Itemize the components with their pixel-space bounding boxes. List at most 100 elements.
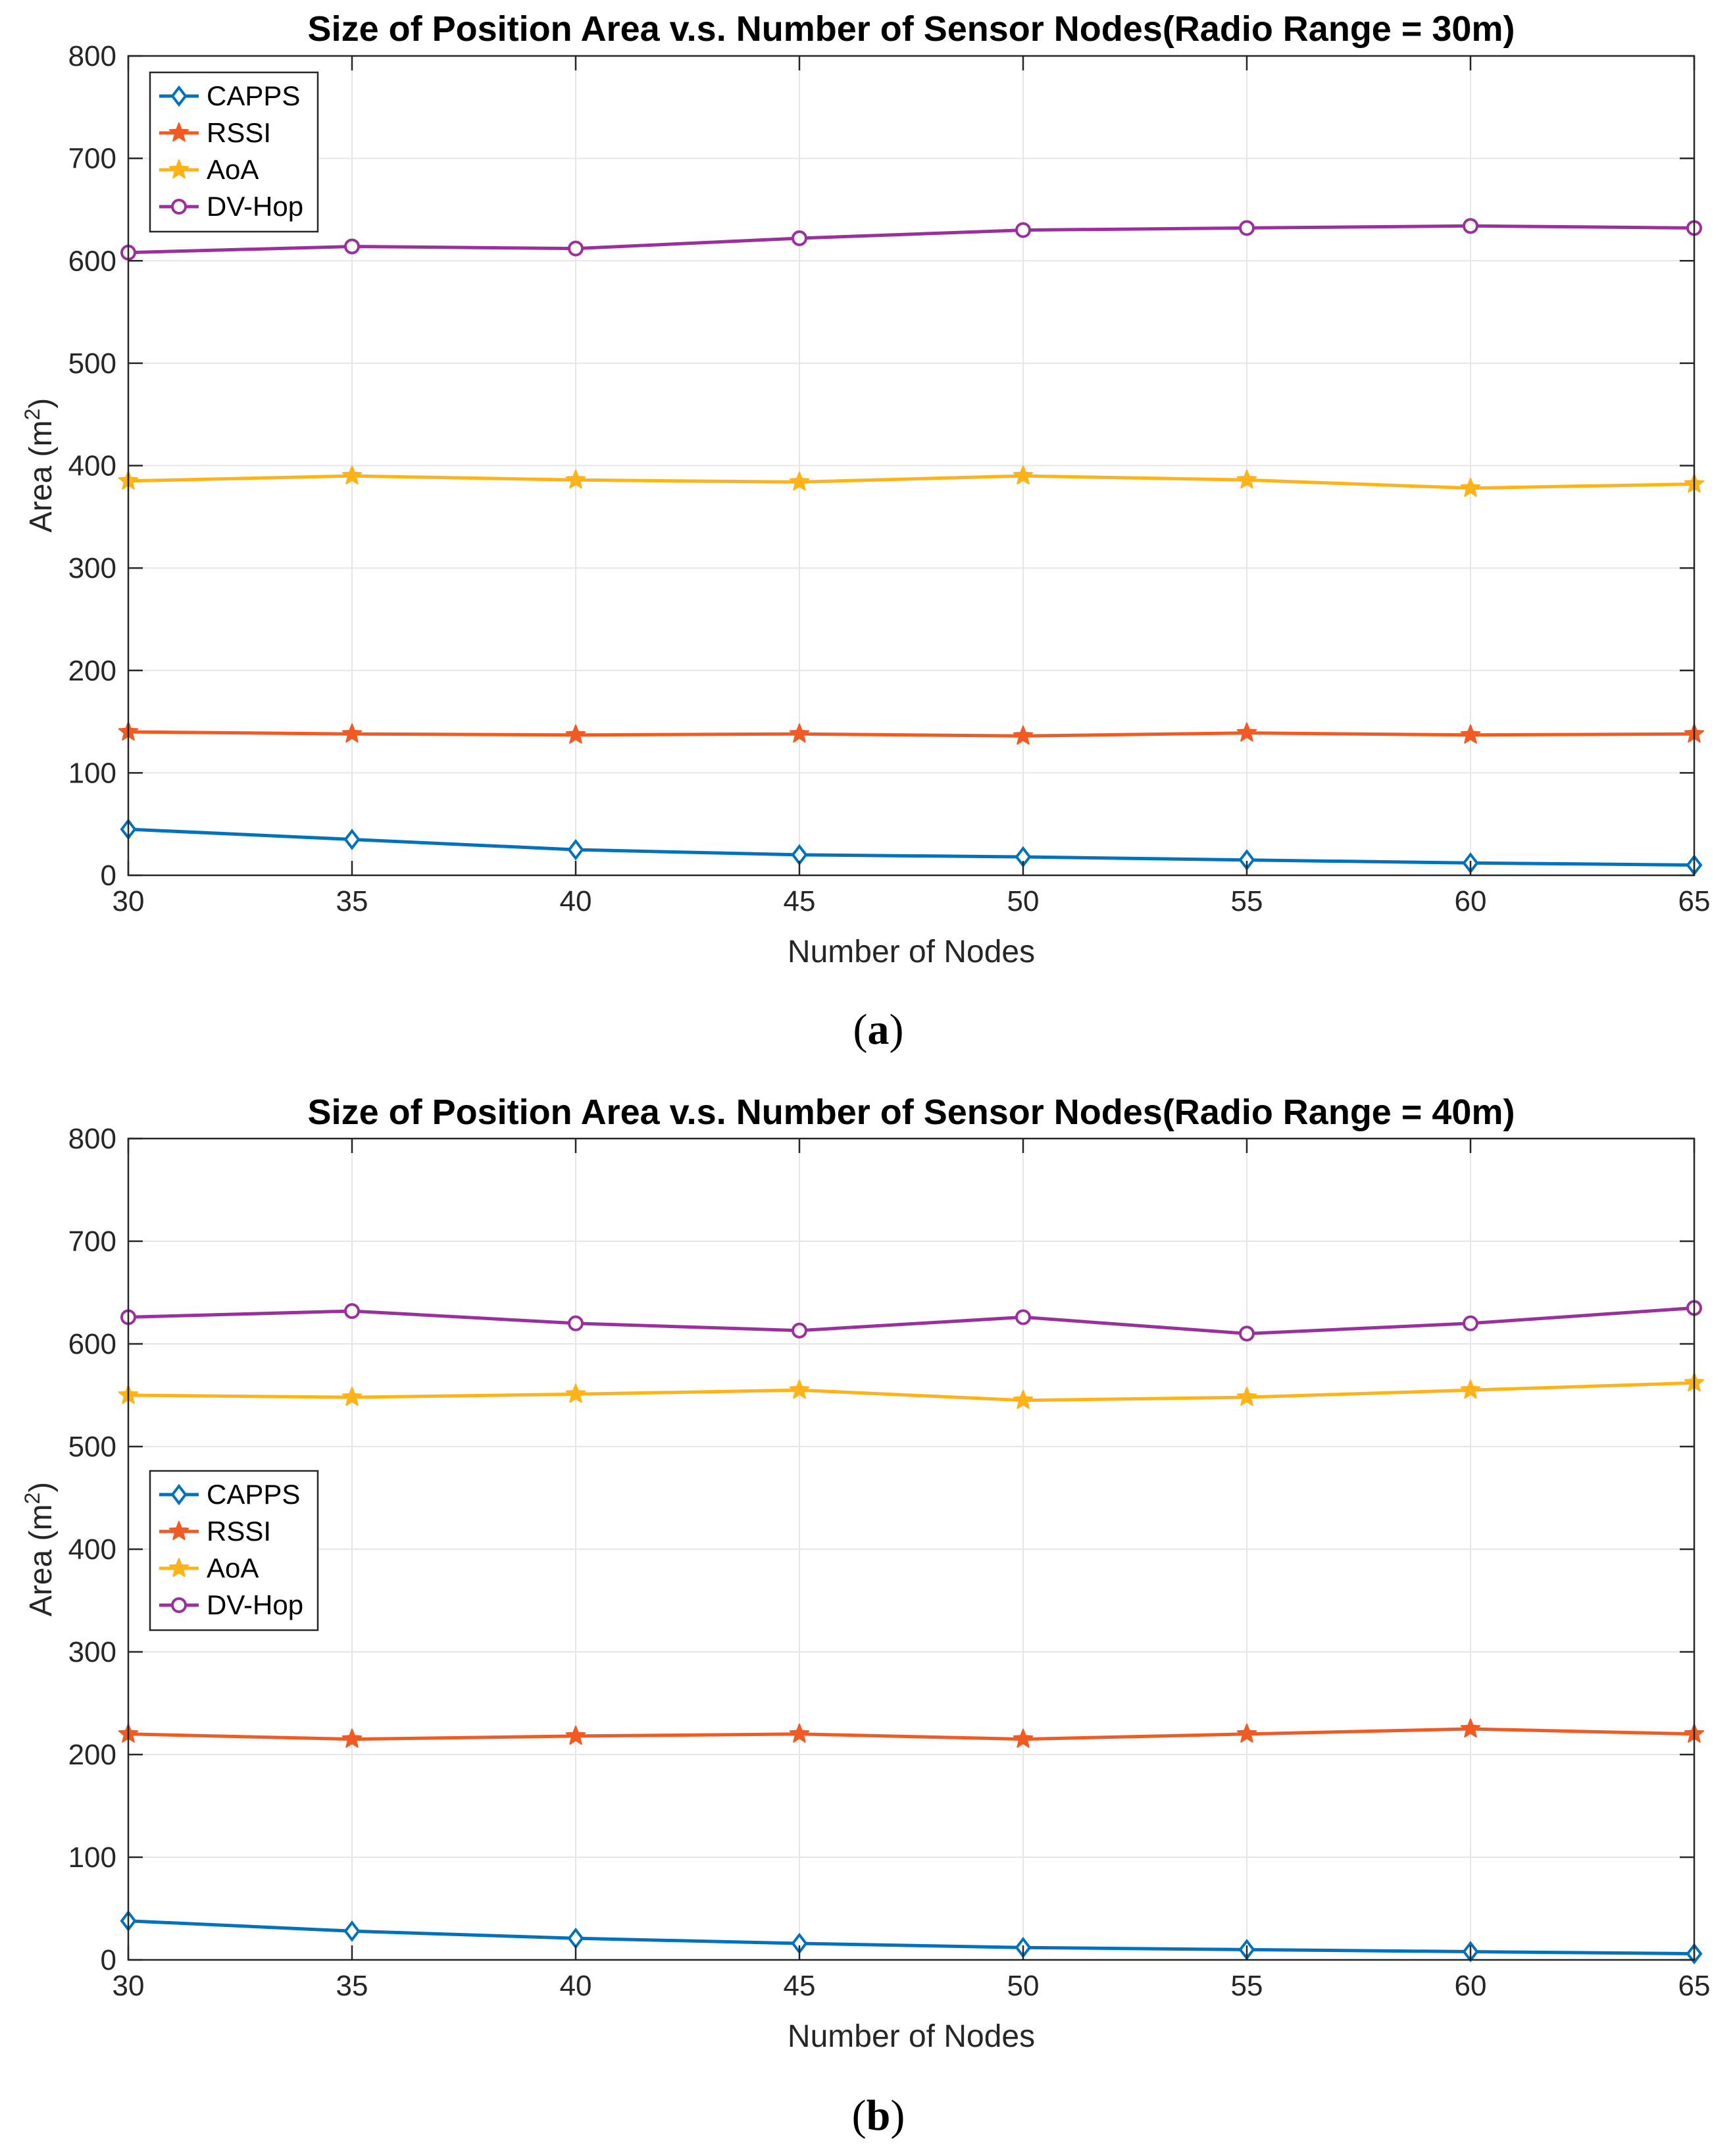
legend-item-rssi: RSSI xyxy=(159,117,271,148)
caption-letter: b xyxy=(867,2092,891,2140)
x-tick-label: 40 xyxy=(560,885,592,917)
data-point-aoa xyxy=(789,1379,810,1399)
data-point-aoa xyxy=(1460,1379,1481,1399)
y-axis-label-superscript: 2 xyxy=(20,1493,44,1504)
y-tick-label: 400 xyxy=(68,450,116,482)
data-point-dv-hop xyxy=(792,1322,807,1339)
x-tick-label: 35 xyxy=(336,1970,368,2002)
legend-marker xyxy=(170,1483,188,1506)
data-point-aoa xyxy=(1236,469,1257,489)
series-line-rssi xyxy=(128,1727,1695,1741)
series-dv-hop xyxy=(120,218,1702,261)
y-tick-label: 100 xyxy=(68,1841,116,1874)
x-tick-labels: 30 35 40 45 50 55 60 65 xyxy=(113,1139,1711,2002)
data-point-dv-hop xyxy=(1015,222,1031,238)
legend-label: CAPPS xyxy=(207,80,300,111)
y-tick-label: 500 xyxy=(68,347,116,380)
legend-marker xyxy=(170,85,188,107)
data-point-rssi xyxy=(1236,1723,1257,1743)
legend-item-capps: CAPPS xyxy=(159,80,300,111)
y-tick-label: 700 xyxy=(68,1225,116,1258)
y-axis-label-close: ) xyxy=(24,398,59,409)
chart-title: Size of Position Area v.s. Number of Sen… xyxy=(308,9,1515,49)
x-tick-label: 55 xyxy=(1231,1970,1263,2002)
data-point-dv-hop xyxy=(1239,220,1255,236)
data-point-rssi xyxy=(1460,724,1481,744)
x-tick-label: 35 xyxy=(336,885,368,917)
chart-panel-a: Size of Position Area v.s. Number of Sen… xyxy=(20,9,1710,1054)
y-axis-label-superscript: 2 xyxy=(20,409,44,421)
data-point-rssi xyxy=(1236,722,1257,742)
y-tick-label: 200 xyxy=(68,655,116,687)
x-axis-label: Number of Nodes xyxy=(788,935,1035,969)
y-tick-label: 700 xyxy=(68,143,116,175)
x-tick-label: 50 xyxy=(1007,1970,1040,2002)
caption-letter: a xyxy=(868,1006,890,1054)
x-tick-label: 50 xyxy=(1007,885,1040,917)
chart-panel-b: Size of Position Area v.s. Number of Sen… xyxy=(20,1092,1710,2140)
y-tick-label: 400 xyxy=(68,1533,116,1566)
y-tick-labels: 0 100 200 300 400 500 600 700 800 xyxy=(68,40,1694,892)
legend-marker xyxy=(168,1521,189,1541)
y-tick-label: 600 xyxy=(68,1328,116,1360)
y-tick-label: 800 xyxy=(68,1123,116,1155)
legend-item-rssi: RSSI xyxy=(159,1516,271,1547)
series-layer xyxy=(118,218,1705,876)
series-capps xyxy=(120,818,1703,876)
legend-item-capps: CAPPS xyxy=(159,1479,300,1510)
y-tick-label: 0 xyxy=(101,860,116,892)
series-line-rssi xyxy=(128,730,1695,738)
series-aoa xyxy=(118,465,1705,497)
series-line-dv-hop xyxy=(128,1306,1695,1335)
legend-label: AoA xyxy=(207,154,259,185)
series-layer xyxy=(118,1300,1705,1964)
data-point-rssi xyxy=(789,723,810,743)
y-tick-label: 100 xyxy=(68,757,116,789)
data-point-rssi xyxy=(1460,1718,1481,1738)
data-point-aoa xyxy=(341,1387,363,1406)
y-tick-label: 300 xyxy=(68,552,116,584)
data-point-aoa xyxy=(565,1383,586,1403)
data-point-aoa xyxy=(1460,477,1481,497)
series-line-aoa xyxy=(128,1381,1695,1402)
panel-caption-a: (a) xyxy=(853,1006,904,1054)
x-tick-label: 65 xyxy=(1678,885,1711,917)
data-point-dv-hop xyxy=(568,240,584,257)
legend-marker xyxy=(171,1597,187,1613)
caption-open-paren: ( xyxy=(852,2092,867,2140)
x-tick-label: 60 xyxy=(1455,885,1487,917)
legend-item-dv-hop: DV-Hop xyxy=(159,191,303,222)
y-tick-label: 600 xyxy=(68,245,116,277)
y-tick-labels: 0 100 200 300 400 500 600 700 800 xyxy=(68,1123,1694,1976)
caption-close-paren: ) xyxy=(890,2092,905,2140)
legend: CAPPS RSSI AoA DV-Hop xyxy=(149,71,319,233)
y-axis-label-close: ) xyxy=(24,1482,59,1493)
series-dv-hop xyxy=(120,1300,1702,1342)
data-point-rssi xyxy=(1013,1728,1034,1748)
series-line-dv-hop xyxy=(128,224,1695,255)
series-aoa xyxy=(118,1372,1705,1409)
data-point-aoa xyxy=(1013,465,1034,485)
legend-label: RSSI xyxy=(207,117,271,148)
data-point-rssi xyxy=(565,724,586,744)
data-point-dv-hop xyxy=(568,1315,584,1331)
data-point-capps xyxy=(343,829,361,850)
caption-close-paren: ) xyxy=(890,1006,904,1054)
data-point-rssi xyxy=(789,1723,810,1743)
data-point-aoa xyxy=(1013,1389,1034,1409)
data-point-dv-hop xyxy=(1015,1309,1031,1325)
y-axis-label: Area (m2) xyxy=(20,398,59,532)
chart-title: Size of Position Area v.s. Number of Sen… xyxy=(308,1092,1515,1132)
legend-marker xyxy=(168,122,189,142)
panel-caption-b: (b) xyxy=(852,2092,905,2140)
x-tick-label: 65 xyxy=(1678,1970,1711,2002)
data-point-capps xyxy=(343,1920,361,1942)
legend-label: RSSI xyxy=(207,1516,271,1547)
y-axis-label-text: Area (m xyxy=(24,1504,59,1617)
caption-open-paren: ( xyxy=(853,1006,868,1054)
series-capps xyxy=(120,1910,1703,1964)
y-axis-label-text: Area (m xyxy=(24,421,59,533)
legend-marker xyxy=(168,159,189,179)
x-tick-label: 45 xyxy=(784,1970,816,2002)
